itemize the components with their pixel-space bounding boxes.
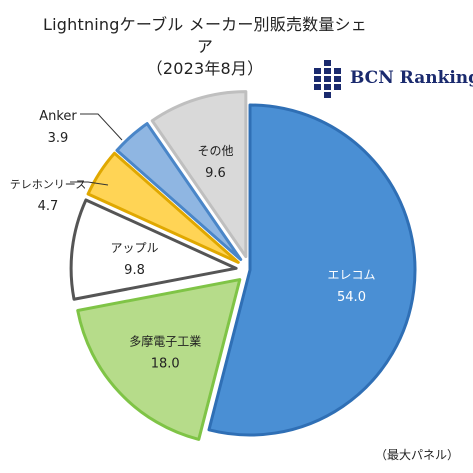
logo-text: BCN Ranking bbox=[350, 68, 473, 88]
bcn-logo-mark-icon bbox=[314, 60, 341, 98]
pie-slice-telehon-lease bbox=[86, 151, 240, 264]
slice-label-telehon-lease: テレホンリース bbox=[10, 178, 86, 191]
slice-value-elecom: 54.0 bbox=[337, 290, 366, 305]
slice-label-other: その他 bbox=[197, 144, 233, 158]
chart-title-block: Lightningケーブル メーカー別販売数量シェア （2023年8月） bbox=[40, 14, 370, 80]
footnote: （最大パネル） bbox=[374, 448, 459, 462]
slice-value-telehon-lease: 4.7 bbox=[38, 199, 59, 214]
leader-line-anker bbox=[80, 113, 123, 141]
slice-label-apple: アップル bbox=[111, 241, 159, 255]
pie-slice-elecom bbox=[207, 103, 417, 437]
chart-subtitle: （2023年8月） bbox=[146, 59, 264, 78]
slice-value-anker: 3.9 bbox=[48, 131, 69, 146]
bcn-ranking-logo: BCN Ranking bbox=[308, 60, 473, 102]
pie-slice-other bbox=[150, 90, 248, 259]
slice-value-tama-denshi: 18.0 bbox=[151, 357, 180, 372]
leader-line-telehon-lease bbox=[70, 181, 109, 186]
slice-value-apple: 9.8 bbox=[124, 263, 145, 278]
pie-slice-apple bbox=[69, 198, 238, 301]
slice-label-anker: Anker bbox=[39, 109, 77, 124]
slice-label-elecom: エレコム bbox=[327, 268, 375, 282]
chart-title: Lightningケーブル メーカー別販売数量シェア bbox=[43, 15, 367, 56]
pie-slice-tama-denshi bbox=[76, 278, 242, 441]
slice-label-tama-denshi: 多摩電子工業 bbox=[129, 334, 201, 349]
pie-slice-anker bbox=[115, 122, 243, 262]
slice-value-other: 9.6 bbox=[205, 166, 226, 181]
